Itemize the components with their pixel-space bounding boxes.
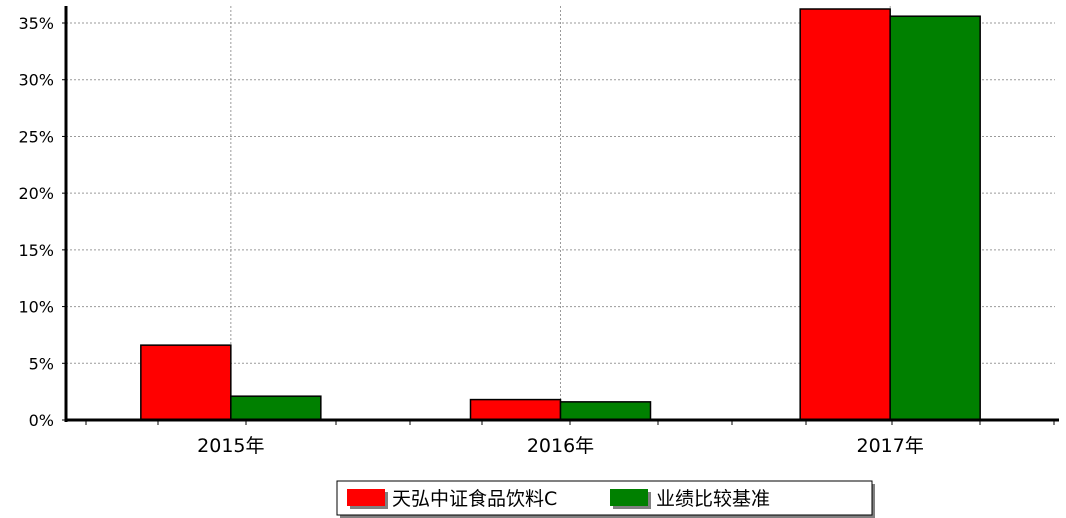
legend-swatch-series-1: [347, 489, 385, 506]
y-tick-label: 0%: [29, 411, 54, 430]
bar-series-2: [230, 395, 322, 421]
y-tick-label: 10%: [18, 298, 54, 317]
bar-series-1: [140, 344, 232, 421]
axis-layer: [62, 6, 1059, 425]
bar-series-1: [799, 8, 891, 421]
bar-series-2: [889, 15, 981, 421]
legend-box: [336, 480, 873, 516]
legend-swatch-series-2: [610, 489, 648, 506]
bar-series-1: [469, 398, 562, 421]
x-tick-label: 2017年: [856, 435, 923, 457]
legend: 天弘中证食品饮料C 业绩比较基准: [336, 480, 875, 518]
x-tick-label: 2015年: [197, 435, 264, 457]
y-tick-label: 30%: [18, 71, 54, 90]
y-tick-label: 25%: [18, 127, 54, 146]
y-tick-label: 35%: [18, 14, 54, 33]
bar-layer: [140, 8, 981, 421]
legend-label-series-1: 天弘中证食品饮料C: [392, 488, 557, 510]
legend-label-series-2: 业绩比较基准: [656, 488, 770, 510]
y-tick-label: 5%: [29, 354, 54, 373]
tick-label-layer: 0% 5% 10% 15% 20% 25% 30% 35% 2015年 2016年 2017年: [18, 14, 923, 457]
y-tick-label: 15%: [18, 241, 54, 260]
x-tick-label: 2016年: [527, 435, 594, 457]
bar-series-2: [559, 401, 652, 421]
y-tick-label: 20%: [18, 184, 54, 203]
